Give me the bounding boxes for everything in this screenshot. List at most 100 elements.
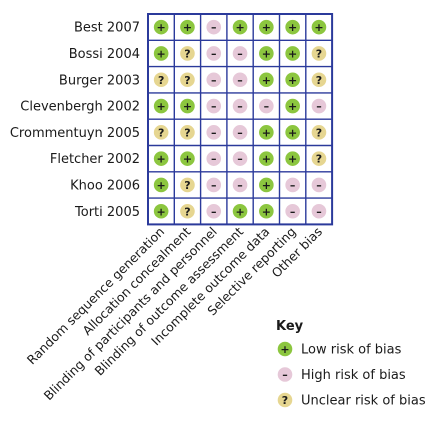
mark-symbol: –	[316, 179, 322, 192]
mark-symbol: –	[316, 100, 322, 113]
mark-low-risk: +	[259, 151, 274, 166]
mark-symbol: +	[262, 126, 271, 139]
mark-circle	[180, 125, 195, 140]
mark-circle	[153, 46, 169, 61]
key-swatch	[277, 392, 293, 408]
mark-circle	[180, 46, 195, 61]
mark-circle	[259, 19, 274, 35]
mark-circle	[259, 46, 274, 61]
mark-circle	[232, 98, 248, 114]
mark-low-risk: +	[153, 151, 169, 166]
mark-symbol: +	[183, 21, 192, 34]
mark-symbol: +	[262, 47, 271, 60]
mark-low-risk: +	[285, 46, 300, 61]
mark-circle	[206, 125, 222, 140]
mark-low-risk: +	[153, 177, 169, 193]
grid	[147, 13, 334, 226]
key-swatch	[277, 367, 293, 382]
mark-symbol: +	[183, 100, 192, 113]
mark-symbol: +	[314, 21, 323, 34]
mark-circle	[285, 46, 300, 61]
study-label: Clevenbergh 2002	[20, 100, 140, 115]
mark-symbol: ?	[316, 47, 322, 60]
mark-symbol: +	[288, 21, 297, 34]
key-item-unclear-risk: ? Unclear risk of bias	[277, 392, 426, 409]
mark-low-risk: +	[285, 72, 300, 88]
key-item-low-risk: + Low risk of bias	[277, 341, 402, 358]
mark-low-risk: +	[180, 98, 195, 114]
mark-symbol: –	[211, 74, 217, 87]
mark-circle	[153, 72, 169, 88]
mark-unclear-risk: ?	[180, 46, 195, 61]
mark-circle	[206, 177, 222, 193]
mark-symbol: –	[316, 205, 322, 218]
mark-symbol: +	[262, 74, 271, 87]
mark-symbol: –	[211, 179, 217, 192]
mark-symbol: +	[262, 179, 271, 192]
mark-circle	[180, 72, 195, 88]
mark-low-risk: +	[259, 125, 274, 140]
mark-symbol: –	[211, 21, 217, 34]
mark-unclear-risk: ?	[180, 203, 195, 219]
mark-circle	[285, 98, 300, 114]
mark-symbol: ?	[184, 179, 190, 192]
mark-symbol: –	[211, 100, 217, 113]
mark-symbol: –	[211, 153, 217, 166]
mark-circle	[311, 125, 327, 140]
mark-circle	[311, 177, 327, 193]
mark-symbol: –	[211, 47, 217, 60]
mark-circle	[259, 125, 274, 140]
mark-circle	[206, 151, 222, 166]
mark-high-risk: –	[285, 203, 300, 219]
mark-symbol: ?	[316, 126, 322, 139]
mark-low-risk: +	[153, 203, 169, 219]
mark-unclear-risk: ?	[153, 125, 169, 140]
mark-low-risk: +	[180, 151, 195, 166]
mark-symbol: +	[262, 21, 271, 34]
mark-unclear-risk: ?	[180, 72, 195, 88]
mark-circle	[153, 19, 169, 35]
mark-circle	[206, 46, 222, 61]
mark-symbol: +	[183, 153, 192, 166]
mark-unclear-risk: ?	[180, 125, 195, 140]
key-label: Low risk of bias	[301, 343, 402, 358]
mark-symbol: ?	[158, 126, 164, 139]
key-title: Key	[276, 319, 304, 334]
mark-circle	[180, 98, 195, 114]
mark-symbol: ?	[316, 74, 322, 87]
mark-unclear-risk: ?	[311, 72, 327, 88]
mark-circle	[206, 19, 222, 35]
mark-high-risk: –	[206, 177, 222, 193]
mark-circle	[285, 72, 300, 88]
mark-high-risk: –	[206, 98, 222, 114]
key-item-high-risk: – High risk of bias	[277, 367, 406, 383]
mark-circle	[180, 203, 195, 219]
mark-circle	[285, 177, 300, 193]
mark-low-risk: +	[259, 19, 274, 35]
mark-low-risk: +	[153, 46, 169, 61]
mark-high-risk: –	[232, 125, 248, 140]
study-label: Best 2007	[74, 21, 140, 36]
mark-circle	[180, 151, 195, 166]
mark-symbol: +	[157, 179, 166, 192]
mark-circle	[232, 125, 248, 140]
mark-symbol: ?	[184, 205, 190, 218]
mark-high-risk: –	[285, 177, 300, 193]
mark-circle	[311, 151, 327, 166]
mark-high-risk: –	[311, 98, 327, 114]
mark-circle	[153, 203, 169, 219]
mark-symbol: –	[237, 100, 243, 113]
mark-high-risk: –	[206, 72, 222, 88]
mark-low-risk: +	[232, 203, 248, 219]
mark-low-risk: +	[311, 19, 327, 35]
mark-low-risk: +	[259, 177, 274, 193]
mark-symbol: –	[237, 47, 243, 60]
mark-symbol: +	[235, 205, 244, 218]
study-labels: Best 2007 Bossi 2004 Burger 2003 Clevenberg…	[10, 21, 140, 220]
mark-symbol: ?	[184, 126, 190, 139]
mark-symbol: –	[290, 205, 296, 218]
mark-circle	[311, 72, 327, 88]
key-symbol: ?	[282, 394, 288, 407]
mark-symbol: –	[211, 205, 217, 218]
